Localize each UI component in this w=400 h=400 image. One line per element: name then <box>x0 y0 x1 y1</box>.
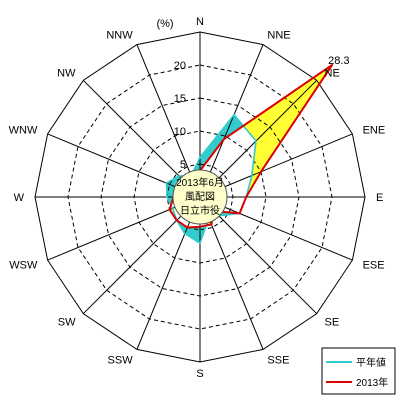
center-circle <box>172 169 228 225</box>
radial-tick-label: 10 <box>174 126 186 138</box>
climatology-point-ne <box>255 140 257 142</box>
direction-label-sw: SW <box>58 317 76 329</box>
direction-label-ssw: SSW <box>108 355 134 367</box>
direction-label-sse: SSE <box>267 355 289 367</box>
radial-tick-label: 15 <box>174 93 186 105</box>
direction-label-s: S <box>196 368 203 380</box>
climatology-point-ssw <box>184 232 186 235</box>
direction-label-nnw: NNW <box>106 29 133 41</box>
direction-label-ne: NE <box>325 68 340 80</box>
year-point-e <box>245 196 247 198</box>
direction-label-nw: NW <box>57 68 76 80</box>
direction-label-ene: ENE <box>363 125 386 137</box>
grid-ring <box>67 64 333 330</box>
climatology-point-nw <box>178 175 180 177</box>
year-point-ene <box>260 170 262 173</box>
climatology-point-n <box>199 156 201 159</box>
direction-label-se: SE <box>325 317 340 329</box>
climatology-point-wnw <box>165 182 168 184</box>
year-point-ne <box>331 64 333 66</box>
legend-label: 平年値 <box>356 356 386 369</box>
direction-label-ese: ESE <box>363 259 385 271</box>
year-point-sw <box>175 219 178 222</box>
direction-label-e: E <box>376 192 383 204</box>
chart-title-line: 2013年6月 <box>176 176 224 189</box>
direction-label-n: N <box>196 16 204 28</box>
year-point-nne <box>223 138 225 140</box>
legend-box <box>321 347 396 395</box>
spoke-ne <box>199 79 318 198</box>
radial-tick-label: 5 <box>180 159 186 171</box>
spoke-sw <box>82 196 201 315</box>
year-point-s <box>199 225 201 228</box>
chart-title-line: 風配図 <box>185 191 215 203</box>
chart-title-line: 日立市役 <box>180 204 220 217</box>
direction-label-nne: NNE <box>267 29 290 41</box>
year-point-ssw <box>186 226 189 229</box>
legend: 平年値 2013年 <box>321 347 396 395</box>
climatology-point-ene <box>251 174 253 177</box>
climatology-point-s <box>199 242 201 244</box>
direction-label-wsw: WSW <box>9 259 38 271</box>
spoke-nw <box>82 79 201 198</box>
radial-tick-label: 20 <box>174 60 186 72</box>
legend-label: 2013年 <box>356 376 388 389</box>
year-point-wsw <box>168 208 171 211</box>
spoke-se <box>199 196 318 315</box>
year-point-ese <box>238 212 241 215</box>
unit-label: (%) <box>156 18 173 30</box>
climatology-point-wsw <box>171 207 174 210</box>
peak-value-label: 28.3 <box>328 55 349 67</box>
climatology-point-nne <box>233 113 235 116</box>
climatology-point-w <box>166 196 168 198</box>
direction-label-wnw: WNW <box>9 125 38 137</box>
year-point-sse <box>210 223 213 226</box>
direction-label-w: W <box>14 192 25 204</box>
